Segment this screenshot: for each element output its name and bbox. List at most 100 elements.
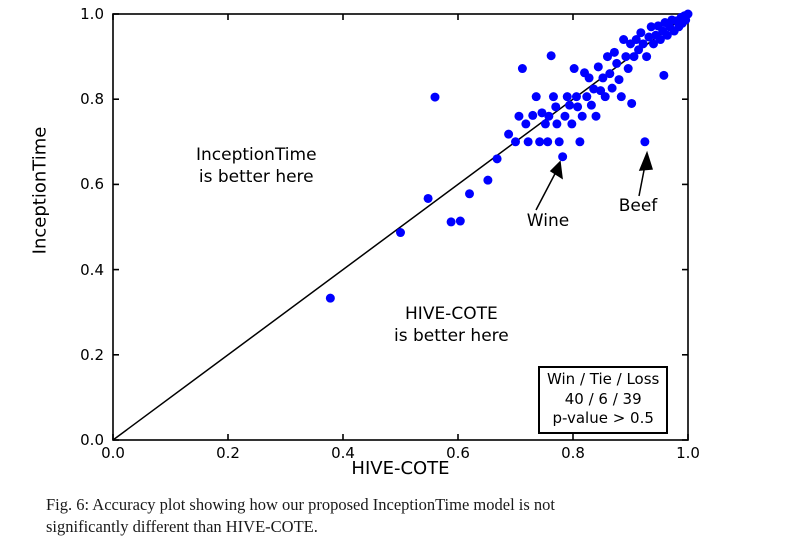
data-point [598,73,608,83]
ytick-label: 0.0 [80,431,104,449]
tick-marks [112,13,689,441]
data-point [607,83,617,93]
data-point [616,92,626,102]
data-point [659,70,669,80]
data-point-markers [325,9,693,303]
data-point [584,73,594,83]
data-point [631,35,641,45]
data-point [609,47,619,57]
data-point [523,137,533,147]
stats-pvalue: p-value > 0.5 [552,409,654,427]
data-point [540,119,550,129]
data-point [551,102,561,112]
data-point [552,119,562,129]
data-point [504,129,514,139]
data-point [430,92,440,102]
scatter-plot-canvas [112,9,693,441]
stats-counts: 40 / 6 / 39 [564,389,642,408]
data-point [511,137,520,147]
xtick-label: 0.0 [101,444,125,462]
data-point [567,119,577,129]
figure-caption: Fig. 6: Accuracy plot showing how our pr… [46,494,752,538]
data-point [605,69,615,79]
hivecote-better-line1: HIVE-COTE [405,304,498,324]
data-point [627,98,637,108]
beef-point-label: Beef [618,196,658,216]
data-point [537,108,547,118]
data-point [560,111,570,121]
beef-arrow-head [638,150,653,171]
data-point [642,52,652,62]
data-point [600,92,610,102]
caption-line-2: significantly different than HIVE-COTE. [46,516,318,536]
xtick-label: 0.4 [331,444,355,462]
data-point [514,111,524,121]
data-point [483,175,493,185]
wine-arrow-shaft [535,167,559,211]
y-axis-title: InceptionTime [29,126,51,255]
data-point [636,28,646,38]
data-point [517,64,527,74]
data-point [554,137,564,147]
x-axis-title: HIVE-COTE [351,458,450,479]
caption-line-1: Fig. 6: Accuracy plot showing how our pr… [46,495,556,514]
data-point [562,92,572,102]
data-point [582,92,592,102]
wine-point-label: Wine [526,211,570,231]
data-point [531,92,541,102]
hivecote-better-note: HIVE-COTE is better here [394,303,509,348]
data-point [548,92,558,102]
xtick-label: 0.6 [446,444,470,462]
data-point [577,111,587,121]
data-point [544,111,554,121]
data-point [396,228,405,238]
data-point [603,52,612,62]
data-point [649,39,658,49]
data-point [644,32,654,42]
data-point [455,216,465,226]
stats-header: Win / Tie / Loss [547,370,660,388]
ytick-label: 0.2 [80,345,104,364]
data-point [465,189,474,199]
data-point [575,137,585,147]
data-point [655,35,665,45]
figure-container: 0.0 0.2 0.4 0.6 0.8 1.0 0.0 0.2 0.4 0.6 … [29,5,700,479]
data-point [325,293,335,303]
data-point [565,100,575,110]
data-point [621,52,631,62]
hivecote-better-line2: is better here [394,326,509,347]
data-point [492,154,502,164]
data-point [573,102,583,112]
data-point [619,35,629,45]
data-point [614,75,624,85]
data-point [638,39,648,49]
data-point [571,92,581,102]
data-point [521,119,531,129]
data-point [623,64,633,74]
data-point [543,137,553,147]
data-point [629,52,639,62]
win-tie-loss-box: Win / Tie / Loss 40 / 6 / 39 p-value > 0… [538,366,669,434]
xtick-label: 1.0 [676,444,700,462]
inceptiontime-better-line2: is better here [198,167,314,188]
annotation-arrows [535,150,653,211]
data-point [593,62,603,72]
data-point [612,58,622,68]
inceptiontime-better-note: InceptionTime is better here [196,144,317,189]
data-point [446,217,456,227]
data-point [589,84,599,94]
ytick-label: 0.8 [80,90,104,109]
inceptiontime-better-line1: InceptionTime [196,145,317,165]
data-point [528,110,538,120]
data-point [586,100,596,110]
ytick-label: 0.4 [80,260,104,279]
xtick-label: 0.8 [561,444,585,462]
ytick-label: 0.6 [80,175,104,194]
ytick-label: 1.0 [80,5,104,23]
data-point [546,51,556,61]
data-point [683,9,693,19]
xtick-label: 0.2 [216,444,240,462]
data-point [640,137,650,147]
data-point [591,111,601,121]
data-point [646,22,656,32]
